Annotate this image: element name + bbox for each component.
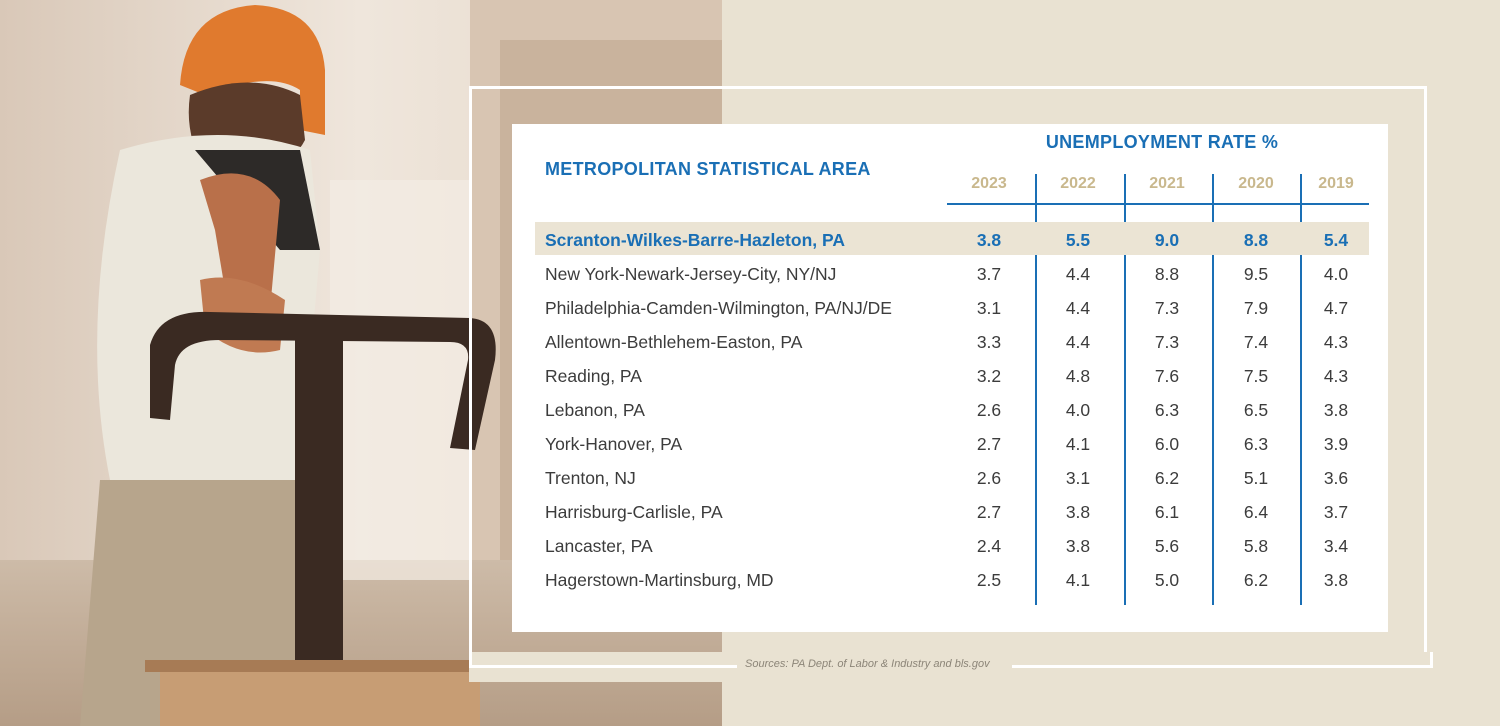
rate-cell: 3.7 [1323,502,1349,522]
rate-cell: 6.3 [1243,434,1269,454]
rate-cell: 3.8 [1323,570,1349,590]
table-row-highlight: Scranton-Wilkes-Barre-Hazleton, PA 3.8 5.5… [512,223,1388,257]
rate-cell: 4.7 [1323,298,1349,318]
rate-cell: 3.1 [976,298,1002,318]
rate-cell: 3.1 [1065,468,1091,488]
rate-cell: 2.5 [976,570,1002,590]
rate-cell: 3.9 [1323,434,1349,454]
rate-cell: 4.4 [1065,298,1091,318]
rate-cell: 3.7 [976,264,1002,284]
rate-cell: 3.8 [1323,400,1349,420]
table-row: Philadelphia-Camden-Wilmington, PA/NJ/DE… [512,291,1388,325]
source-note: Sources: PA Dept. of Labor & Industry an… [745,658,990,670]
rate-cell: 3.2 [976,366,1002,386]
column-divider [1035,174,1037,605]
rate-cell: 4.3 [1323,332,1349,352]
rate-cell: 5.0 [1154,570,1180,590]
highlight-row-band [535,222,1369,255]
rate-cell: 7.9 [1243,298,1269,318]
header-rule [947,203,1369,205]
table-row: Reading, PA 3.2 4.8 7.6 7.5 4.3 [512,359,1388,393]
table-row: Lancaster, PA 2.4 3.8 5.6 5.8 3.4 [512,529,1388,563]
table-row: Hagerstown-Martinsburg, MD 2.5 4.1 5.0 6.2 3.… [512,563,1388,597]
year-header: 2020 [1238,175,1274,192]
rate-cell: 4.1 [1065,570,1091,590]
column-divider [1300,174,1302,605]
rate-cell: 5.8 [1243,536,1269,556]
rate-cell: 6.2 [1154,468,1180,488]
rate-cell: 4.4 [1065,264,1091,284]
column-divider [1124,174,1126,605]
area-name: Philadelphia-Camden-Wilmington, PA/NJ/DE [545,298,892,318]
rate-cell: 7.4 [1243,332,1269,352]
year-header: 2023 [971,175,1007,192]
area-name: New York-Newark-Jersey-City, NY/NJ [545,264,837,284]
rate-cell: 6.0 [1154,434,1180,454]
rate-cell: 7.5 [1243,366,1269,386]
rate-cell: 3.3 [976,332,1002,352]
rate-cell: 2.6 [976,468,1002,488]
rate-cell: 5.5 [1065,230,1091,250]
rate-cell: 4.8 [1065,366,1091,386]
rate-cell: 3.4 [1323,536,1349,556]
rate-cell: 7.3 [1154,332,1180,352]
area-name: Scranton-Wilkes-Barre-Hazleton, PA [545,230,845,250]
rate-cell: 4.0 [1323,264,1349,284]
area-name: Harrisburg-Carlisle, PA [545,502,723,522]
rate-cell: 6.4 [1243,502,1269,522]
table-row: Allentown-Bethlehem-Easton, PA 3.3 4.4 7.3 7… [512,325,1388,359]
table-row: Trenton, NJ 2.6 3.1 6.2 5.1 3.6 [512,461,1388,495]
rate-cell: 6.3 [1154,400,1180,420]
rate-cell: 5.4 [1323,230,1349,250]
rate-cell: 2.7 [976,502,1002,522]
rate-cell: 6.5 [1243,400,1269,420]
area-name: Lebanon, PA [545,400,645,420]
area-name: Trenton, NJ [545,468,636,488]
table-row: Harrisburg-Carlisle, PA 2.7 3.8 6.1 6.4 3.7 [512,495,1388,529]
rate-cell: 4.3 [1323,366,1349,386]
rate-cell: 4.1 [1065,434,1091,454]
year-header: 2021 [1149,175,1185,192]
column-divider [1212,174,1214,605]
rate-cell: 7.3 [1154,298,1180,318]
rate-cell: 7.6 [1154,366,1180,386]
rate-cell: 3.8 [1065,502,1091,522]
area-name: Allentown-Bethlehem-Easton, PA [545,332,803,352]
unemployment-table-card: UNEMPLOYMENT RATE % METROPOLITAN STATIST… [512,124,1388,632]
rate-cell: 3.6 [1323,468,1349,488]
table-row: Lebanon, PA 2.6 4.0 6.3 6.5 3.8 [512,393,1388,427]
rate-cell: 4.4 [1065,332,1091,352]
year-header: 2022 [1060,175,1096,192]
rate-cell: 6.1 [1154,502,1180,522]
table-title-rate: UNEMPLOYMENT RATE % [1045,132,1279,152]
rate-cell: 2.4 [976,536,1002,556]
rate-cell: 5.6 [1154,536,1180,556]
rate-cell: 3.8 [1065,536,1091,556]
rate-cell: 5.1 [1243,468,1269,488]
rate-cell: 8.8 [1243,230,1269,250]
frame-bottom-left [469,665,737,668]
rate-cell: 6.2 [1243,570,1269,590]
rate-cell: 8.8 [1154,264,1180,284]
area-name: York-Hanover, PA [545,434,683,454]
year-header: 2019 [1318,175,1354,192]
table-title-area: METROPOLITAN STATISTICAL AREA [545,159,871,179]
rate-cell: 4.0 [1065,400,1091,420]
frame-bottom-right [1012,665,1433,668]
rate-cell: 2.6 [976,400,1002,420]
table-row: York-Hanover, PA 2.7 4.1 6.0 6.3 3.9 [512,427,1388,461]
rate-cell: 2.7 [976,434,1002,454]
rate-cell: 9.5 [1243,264,1269,284]
area-name: Lancaster, PA [545,536,653,556]
rate-cell: 9.0 [1154,230,1180,250]
area-name: Hagerstown-Martinsburg, MD [545,570,774,590]
rate-cell: 3.8 [976,230,1002,250]
area-name: Reading, PA [545,366,642,386]
table-row: New York-Newark-Jersey-City, NY/NJ 3.7 4.4… [512,257,1388,291]
